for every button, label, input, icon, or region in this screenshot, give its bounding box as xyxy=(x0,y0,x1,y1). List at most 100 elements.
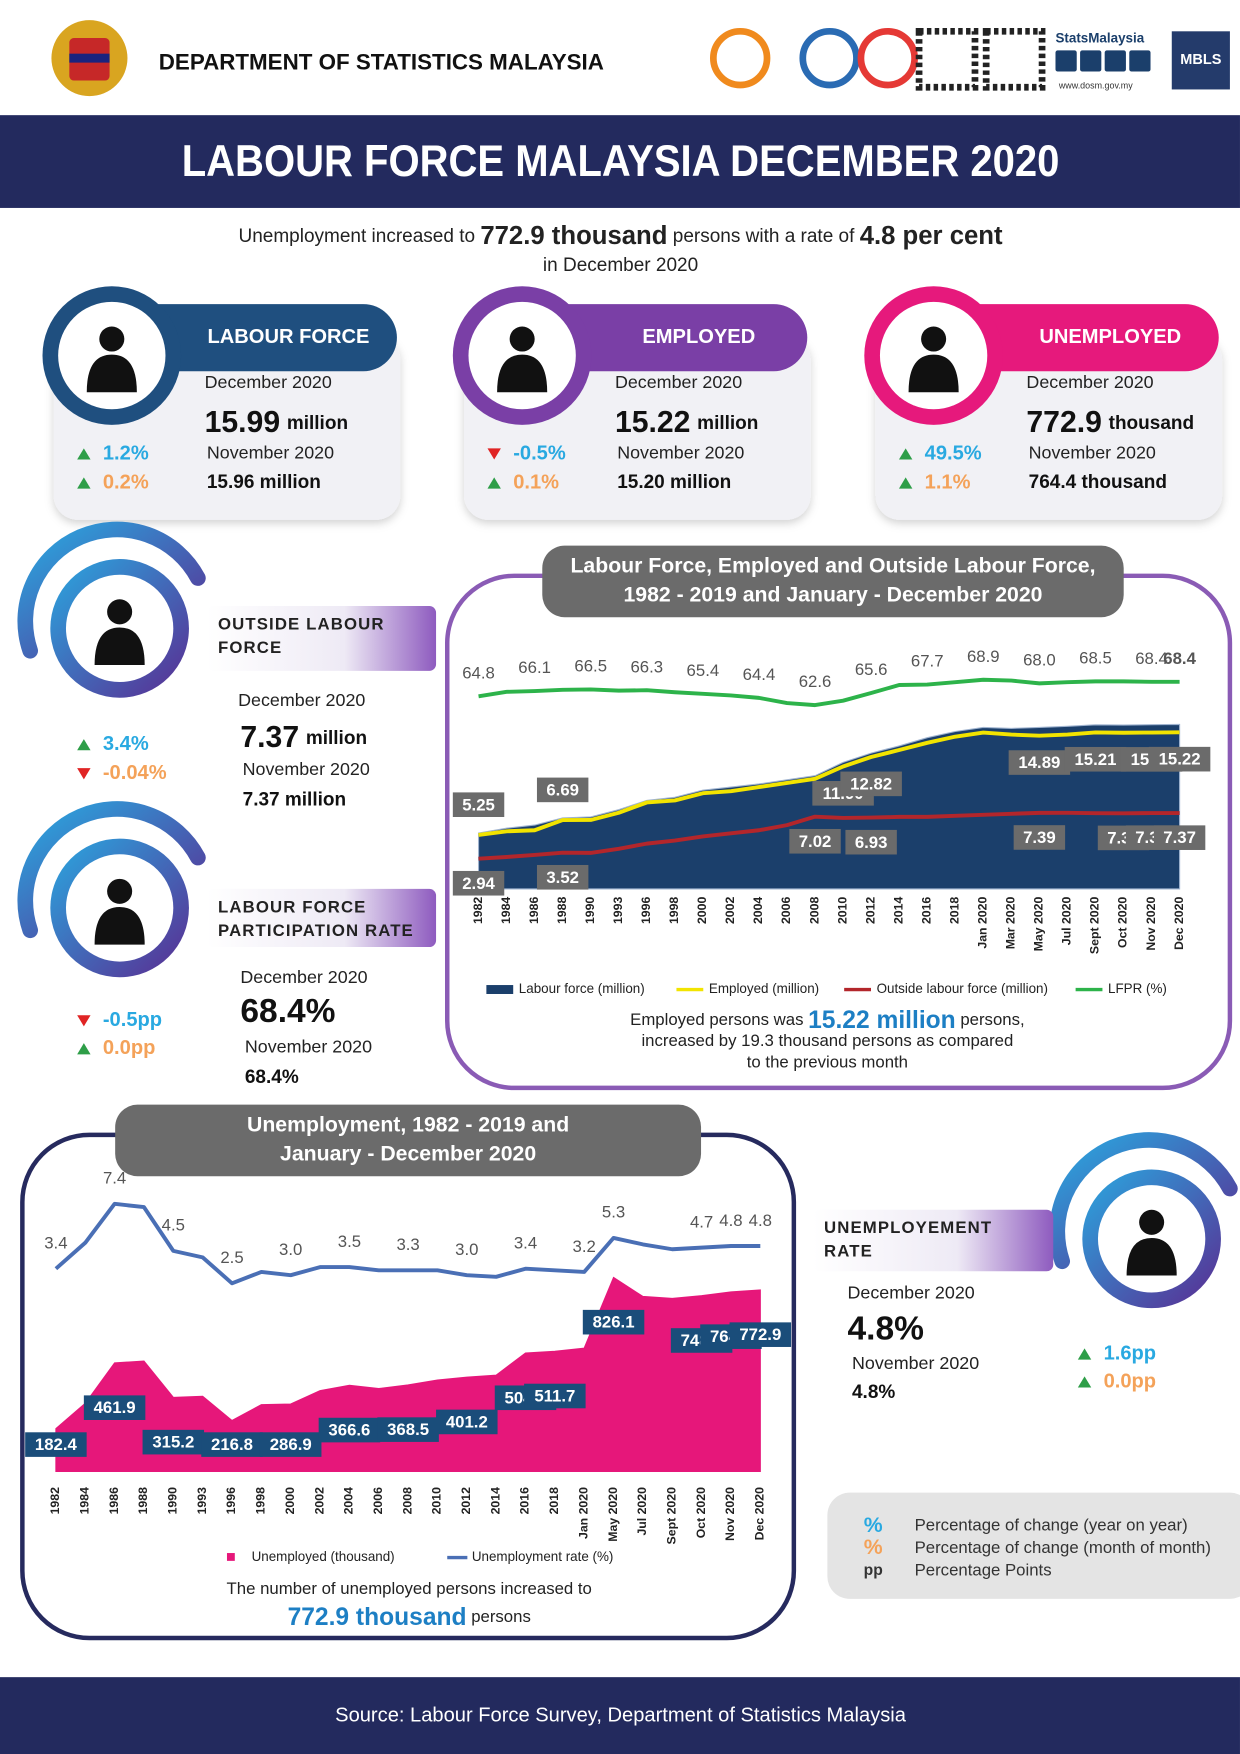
trend-arrow xyxy=(77,768,91,780)
card-title: LABOUR FORCE xyxy=(218,897,366,916)
rich-text: 772.9 thousand persons xyxy=(288,1603,531,1630)
value-label-bg xyxy=(582,1309,645,1335)
ring-arc xyxy=(1049,1132,1238,1270)
yoy-change: 1.6pp xyxy=(1104,1342,1157,1364)
x-tick-label: Jul 2020 xyxy=(635,1487,649,1536)
value-label-bg xyxy=(452,792,505,817)
text-run: 772.9 thousand xyxy=(480,222,667,250)
value-label: 3.4 xyxy=(514,1234,537,1253)
trend-arrow xyxy=(1077,1348,1092,1360)
x-tick-label: 1993 xyxy=(611,897,625,924)
rich-text: The number of unemployed persons increas… xyxy=(227,1579,592,1598)
yoy-change: -0.5pp xyxy=(103,1009,162,1031)
card-title: RATE xyxy=(824,1242,873,1261)
x-tick-label: 1982 xyxy=(471,897,485,924)
previous-value: 68.4% xyxy=(245,1067,299,1088)
key-text: Percentage of change (month of month) xyxy=(915,1538,1211,1557)
value-label: 62.6 xyxy=(799,672,832,691)
trend-arrow xyxy=(898,477,913,489)
value-label-bg xyxy=(1013,825,1066,850)
text-run: persons with a rate of xyxy=(667,226,859,247)
x-tick-label: Mar 2020 xyxy=(1004,897,1018,950)
x-tick-label: Jan 2020 xyxy=(576,1487,590,1539)
value-label: 64.4 xyxy=(743,665,776,684)
current-value: 7.37 million xyxy=(240,721,367,754)
icon-head xyxy=(509,326,535,352)
value-label: 2.94 xyxy=(462,874,495,893)
value-label-bg xyxy=(536,777,589,803)
line xyxy=(478,810,1180,861)
value-label: 216.8 xyxy=(211,1435,253,1454)
text-run: persons, xyxy=(956,1010,1025,1029)
value-label: 66.5 xyxy=(574,656,607,675)
value-label: 67.7 xyxy=(911,652,944,671)
x-tick-label: 2004 xyxy=(751,897,765,924)
value-label: 12.82 xyxy=(850,774,892,793)
chart-title: January - December 2020 xyxy=(280,1142,536,1166)
value-label: 315.2 xyxy=(152,1433,194,1452)
x-tick-label: May 2020 xyxy=(606,1487,620,1542)
value-label: 3.3 xyxy=(396,1235,419,1254)
period-label: December 2020 xyxy=(205,372,332,392)
x-tick-label: 1996 xyxy=(639,897,653,924)
badge-bg xyxy=(1171,31,1230,90)
x-tick-label: 1996 xyxy=(224,1487,238,1514)
brand: StatsMalaysia xyxy=(1055,31,1144,46)
x-tick-label: 2010 xyxy=(430,1487,444,1514)
trend-arrow xyxy=(1077,1376,1092,1388)
x-tick-label: 2014 xyxy=(891,897,905,924)
value-number: 68.4% xyxy=(240,993,335,1030)
period-label: November 2020 xyxy=(1029,443,1156,463)
legend-label: Labour force (million) xyxy=(519,981,645,996)
chart-title-bg xyxy=(542,545,1124,618)
value-unit: million xyxy=(306,728,367,749)
value-label: 15.22 xyxy=(1159,750,1201,769)
icon-body xyxy=(94,627,145,666)
value-label-bg xyxy=(259,1432,322,1457)
rich-text: in December 2020 xyxy=(543,255,698,276)
value-label: 3.0 xyxy=(279,1240,302,1259)
trend-arrow xyxy=(898,448,913,460)
x-tick-label: Oct 2020 xyxy=(694,1487,708,1538)
text-run: The number of unemployed persons increas… xyxy=(227,1579,592,1598)
x-tick-label: 2018 xyxy=(547,1487,561,1514)
previous-value: 4.8% xyxy=(852,1382,895,1403)
social-icon xyxy=(1080,50,1102,72)
value-label-bg xyxy=(83,1395,146,1420)
value-label: 3.0 xyxy=(455,1240,478,1259)
value-label: 68.9 xyxy=(967,647,1000,666)
legend-label: Unemployment rate (%) xyxy=(472,1549,614,1564)
x-tick-label: 1990 xyxy=(166,1487,180,1514)
value-label: 3.5 xyxy=(338,1232,361,1251)
value-label-bg xyxy=(201,1432,263,1457)
previous-value: 15.96 million xyxy=(207,472,321,493)
key-text: Percentage of change (year on year) xyxy=(915,1516,1188,1535)
title-tab xyxy=(206,888,437,948)
text-run: 4.8 per cent xyxy=(860,222,1003,250)
x-tick-label: 2010 xyxy=(835,897,849,924)
x-tick-label: 1984 xyxy=(78,1487,92,1514)
x-tick-label: 2012 xyxy=(459,1487,473,1514)
text-run: 15.22 million xyxy=(808,1006,956,1033)
value-label: 366.6 xyxy=(328,1421,370,1440)
icon-body xyxy=(94,907,145,945)
card-title: OUTSIDE LABOUR xyxy=(218,614,385,633)
key-text: Percentage Points xyxy=(915,1560,1052,1579)
icon-body xyxy=(1126,1237,1177,1276)
ring-arc xyxy=(17,801,206,939)
ring-arc xyxy=(17,521,206,659)
mom-change: 0.2% xyxy=(103,471,149,493)
value-label-bg xyxy=(142,1429,205,1455)
value-label-bg xyxy=(840,771,902,797)
value-label: 826.1 xyxy=(593,1313,635,1332)
x-tick-label: 2000 xyxy=(695,897,709,924)
icon-head xyxy=(1139,1209,1165,1235)
value-label: 5.25 xyxy=(462,795,495,814)
social-icon xyxy=(1104,50,1126,72)
text-run: persons xyxy=(467,1607,531,1626)
value-label: 15.21 xyxy=(1074,750,1116,769)
text-run: Unemployment increased to xyxy=(239,226,481,247)
current-value: 15.99 million xyxy=(205,406,348,439)
x-tick-label: Oct 2020 xyxy=(1116,897,1130,948)
text-run: 772.9 thousand xyxy=(288,1603,467,1630)
